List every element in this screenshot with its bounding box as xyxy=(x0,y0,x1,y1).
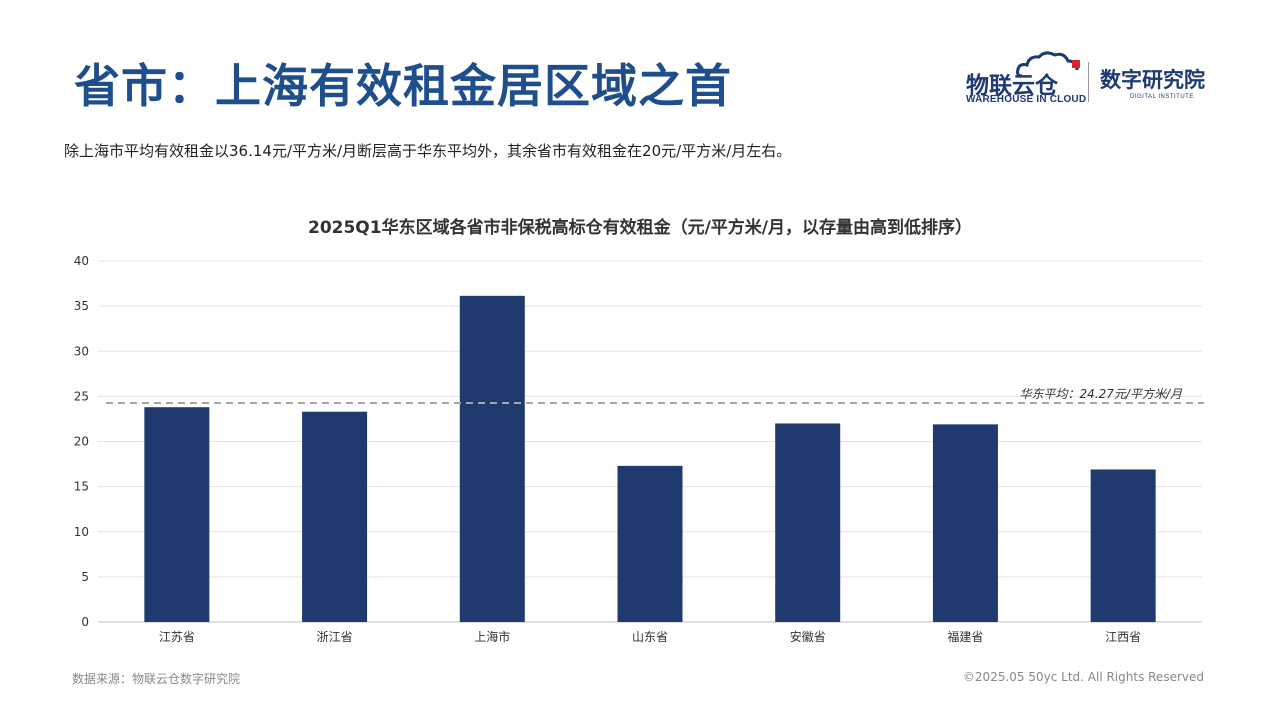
x-tick-label: 浙江省 xyxy=(317,630,353,644)
y-tick-label: 35 xyxy=(74,299,89,313)
page-title: 省市：上海有效租金居区域之首 xyxy=(74,59,732,113)
bar xyxy=(144,407,210,622)
chart-title: 2025Q1华东区域各省市非保税高标仓有效租金（元/平方米/月，以存量由高到低排… xyxy=(307,218,972,238)
x-tick-label: 上海市 xyxy=(474,629,510,644)
y-tick-label: 30 xyxy=(74,344,89,358)
logo-divider xyxy=(1088,62,1089,102)
average-reference-label: 华东平均：24.27元/平方米/月 xyxy=(1020,387,1183,401)
digital-institute-logo: 数字研究院 DIGITAL INSTITUTE xyxy=(1100,64,1222,108)
bar xyxy=(775,423,841,622)
logo-primary-tagline: WAREHOUSE IN CLOUD xyxy=(966,94,1087,105)
bar xyxy=(617,465,683,622)
x-tick-label: 山东省 xyxy=(632,630,668,644)
y-tick-label: 5 xyxy=(81,570,89,584)
y-tick-label: 10 xyxy=(74,525,89,539)
data-source: 数据来源：物联云仓数字研究院 xyxy=(72,672,241,686)
bar xyxy=(1090,469,1156,622)
y-tick-label: 15 xyxy=(74,480,89,494)
cloud-icon xyxy=(1016,51,1080,78)
bar xyxy=(459,295,525,622)
x-tick-label: 福建省 xyxy=(947,629,983,644)
y-tick-label: 0 xyxy=(81,615,89,629)
x-tick-label: 江西省 xyxy=(1105,630,1141,644)
logo-group: 物联云仓 WAREHOUSE IN CLOUD 数字研究院 DIGITAL IN… xyxy=(962,50,1222,110)
copyright: ©2025.05 50yc Ltd. All Rights Reserved xyxy=(962,670,1204,684)
x-tick-label: 江苏省 xyxy=(159,630,195,644)
x-tick-label: 安徽省 xyxy=(790,629,826,644)
logo-secondary-name: 数字研究院 xyxy=(1100,68,1205,92)
logo-secondary-tagline: DIGITAL INSTITUTE xyxy=(1130,94,1194,100)
page-subtitle: 除上海市平均有效租金以36.14元/平方米/月断层高于华东平均外，其余省市有效租… xyxy=(64,142,792,160)
y-tick-label: 20 xyxy=(74,435,89,449)
logo-primary-name: 物联云仓 xyxy=(966,73,1058,99)
y-tick-label: 25 xyxy=(74,389,89,403)
bar xyxy=(932,424,998,622)
warehouse-in-cloud-logo: 物联云仓 WAREHOUSE IN CLOUD xyxy=(962,50,1086,108)
y-tick-label: 40 xyxy=(74,254,89,268)
bar xyxy=(302,411,368,622)
